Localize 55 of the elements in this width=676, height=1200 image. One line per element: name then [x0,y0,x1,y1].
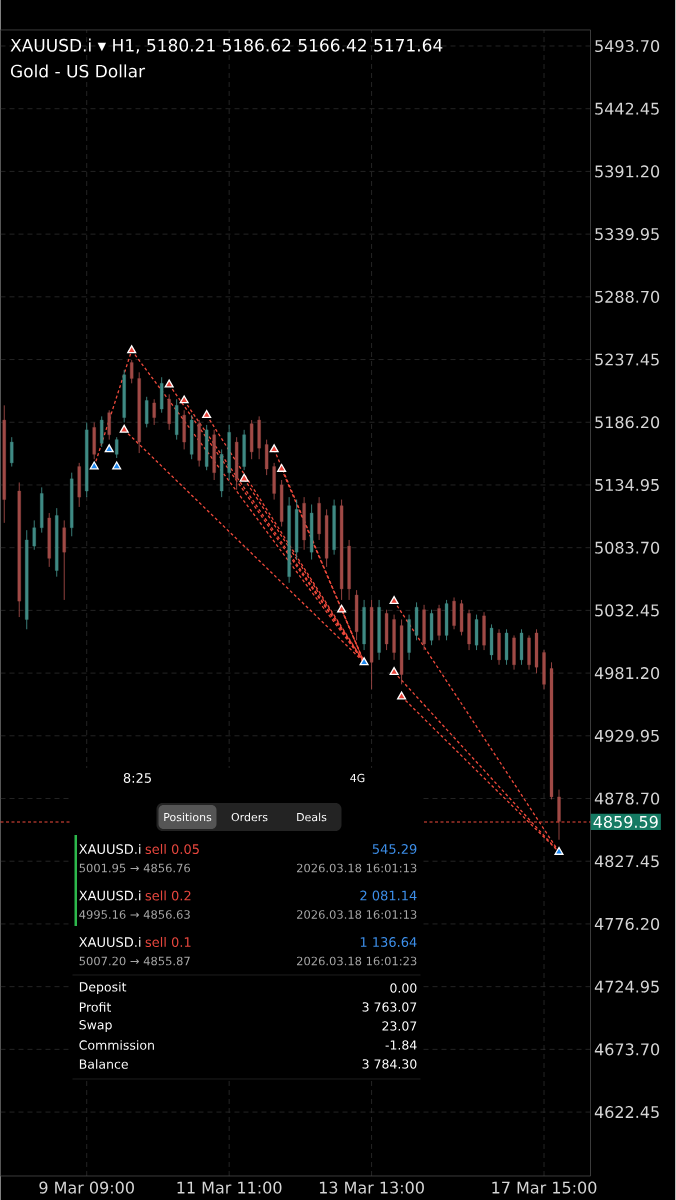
annotation: 0.00 [390,983,417,993]
annotation: 5001.95 → 4856.76 [79,863,191,873]
annotation: Orders [231,812,268,822]
y-tick-label: 5391.20 [595,165,660,178]
annotation: 3 784.30 [362,1059,417,1069]
y-tick-label: 5493.70 [595,39,660,53]
annotation: 8:25 [124,773,152,783]
annotation: XAUUSD.i [79,936,141,948]
y-tick-label: 5237.45 [595,353,660,366]
y-tick-label: 4776.20 [595,917,660,930]
annotation: 4G [350,773,365,783]
annotation: 4995.16 → 4856.63 [79,910,191,919]
x-tick-label: 13 Mar 13:00 [320,1181,425,1194]
annotation: XAUUSD.i [79,890,141,901]
y-tick-label: 4622.45 [595,1106,660,1119]
y-tick-label: 5442.45 [595,102,660,115]
annotation: Profit [80,1002,112,1012]
y-tick-label: 5083.70 [595,541,660,554]
annotation: Deals [297,812,327,822]
annotation: sell 0.2 [145,890,191,901]
y-tick-label: 4981.20 [595,667,660,680]
annotation: sell 0.05 [145,843,200,855]
annotation: 545.29 [373,844,417,854]
annotation: Balance [80,1059,129,1069]
y-tick-label: 4724.95 [595,980,660,993]
annotation: -1.84 [385,1040,417,1050]
annotation: Deposit [80,981,127,995]
x-tick-label: 17 Mar 15:00 [492,1181,597,1194]
x-tick-label: 11 Mar 11:00 [177,1181,282,1194]
text: Gold - US Dollar [11,64,146,78]
annotation: Commission [79,1040,155,1050]
y-tick-label: 4878.70 [595,792,660,805]
y-tick-label: 5186.20 [595,416,660,429]
annotation: 1 136.64 [361,937,417,947]
y-tick-label: 5032.45 [595,604,660,617]
chart-title: XAUUSD.i ▾ H1, 5180.21 5186.62 5166.42 5171.64 [10,38,443,54]
annotation: 2 081.14 [360,890,417,901]
ref-line-label: 4859.59 [593,815,658,828]
annotation: 2026.03.18 16:01:13 [297,863,417,873]
annotation: Positions [164,812,212,822]
x-tick-label: 9 Mar 09:00 [39,1181,135,1194]
annotation: 23.07 [382,1021,417,1031]
annotation: sell 0.1 [145,936,191,948]
annotation: Swap [79,1020,113,1032]
y-tick-label: 4929.95 [595,729,660,742]
y-tick-label: 4827.45 [595,855,660,868]
annotation: 2026.03.18 16:01:13 [297,910,417,919]
annotation: 5007.20 → 4855.87 [79,956,190,966]
annotation: 2026.03.18 16:01:23 [297,956,417,966]
y-tick-label: 4673.70 [595,1043,660,1056]
y-tick-label: 5134.95 [595,478,660,492]
y-tick-label: 5339.95 [595,228,660,241]
annotation: XAUUSD.i [79,843,141,855]
annotation: 3 763.07 [362,1002,417,1012]
y-tick-label: 5288.70 [595,290,660,303]
